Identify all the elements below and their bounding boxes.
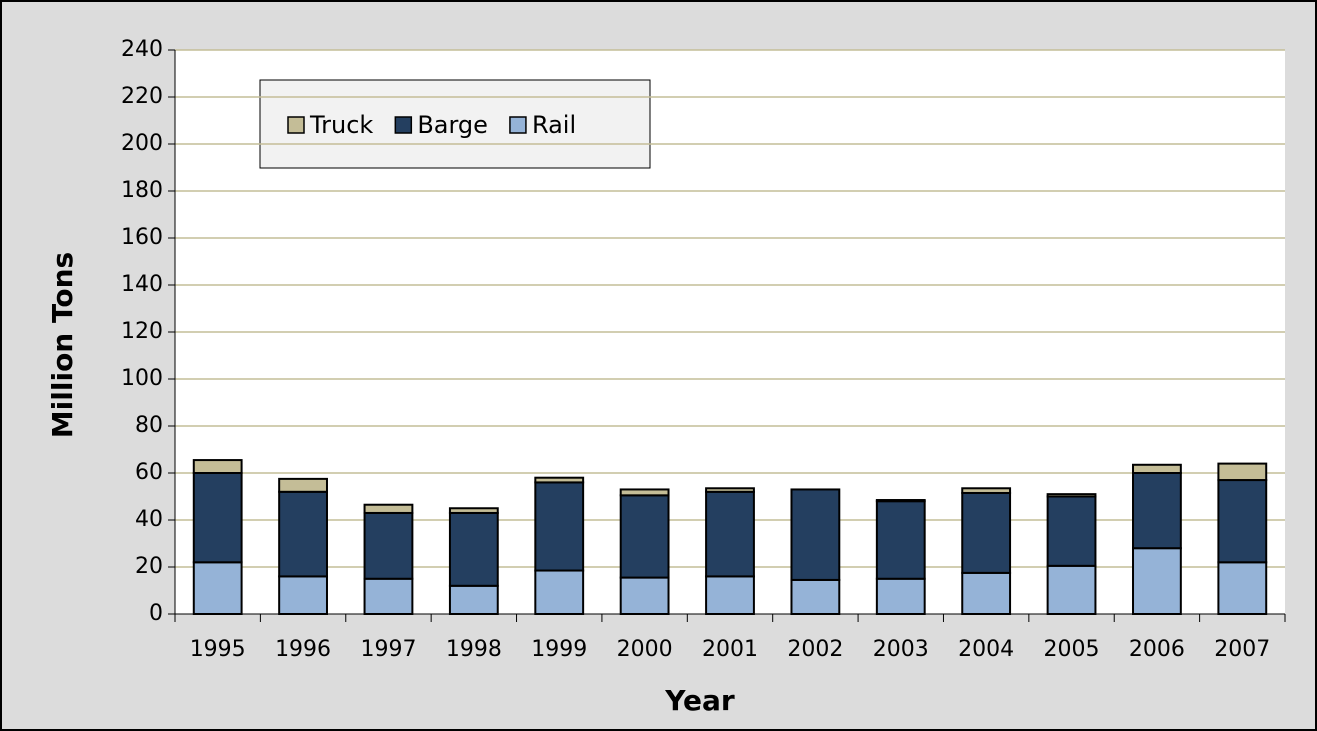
y-axis-title: Million Tons	[46, 252, 79, 438]
y-tick-label: 220	[121, 84, 163, 109]
bar-segment	[363, 511, 414, 580]
bar-segment	[192, 561, 243, 615]
bar-segment	[1046, 564, 1097, 616]
y-tick-label: 20	[135, 554, 163, 579]
bar-segment	[448, 507, 499, 514]
bar-segment	[192, 459, 243, 475]
x-axis-title: Year	[664, 684, 735, 717]
bar-segment	[278, 575, 328, 616]
bar-segment	[1132, 547, 1182, 616]
y-tick-label: 140	[121, 272, 163, 297]
bar-segment	[1046, 495, 1097, 567]
x-tick-label: 1996	[275, 637, 331, 662]
y-tick-label: 240	[121, 37, 163, 62]
bar-segment	[961, 487, 1012, 494]
x-tick-label: 2004	[958, 637, 1014, 662]
bar-segment	[790, 488, 841, 581]
bar-segment	[1046, 493, 1097, 498]
legend-swatch	[394, 116, 413, 134]
bar-segment	[790, 578, 841, 615]
bar-segment	[1217, 462, 1268, 482]
bar-segment	[534, 569, 585, 616]
y-tick-label: 100	[121, 366, 163, 391]
x-tick-label: 2006	[1129, 637, 1185, 662]
x-tick-label: 2002	[787, 637, 843, 662]
bar-segment	[961, 491, 1012, 574]
y-tick-label: 40	[135, 507, 163, 532]
bar-segment	[1132, 472, 1182, 550]
x-tick-label: 1998	[446, 637, 502, 662]
bar-segment	[619, 576, 670, 616]
bar-segment	[619, 494, 670, 579]
bar-segment	[1217, 561, 1268, 615]
legend-swatch	[509, 116, 527, 134]
y-tick-label: 0	[149, 601, 163, 626]
bar-segment	[363, 503, 414, 514]
y-tick-label: 60	[135, 460, 163, 485]
bar-segment	[705, 487, 755, 493]
bar-segment	[448, 511, 499, 587]
x-tick-label: 1997	[360, 637, 416, 662]
bar-segment	[705, 575, 755, 616]
legend-label: Rail	[532, 111, 576, 139]
bar-segment	[1132, 463, 1182, 474]
bar-segment	[363, 577, 414, 615]
bar-segment	[192, 472, 243, 564]
y-tick-label: 160	[121, 225, 163, 250]
y-tick-label: 180	[121, 178, 163, 203]
y-tick-label: 120	[121, 319, 163, 344]
x-tick-label: 1995	[190, 637, 246, 662]
bar-segment	[448, 584, 499, 615]
legend-label: Barge	[417, 111, 488, 139]
bar-segment	[875, 577, 926, 615]
bar-segment	[534, 481, 585, 572]
bar-segment	[875, 499, 926, 503]
x-tick-label: 1999	[531, 637, 587, 662]
legend	[259, 79, 651, 169]
bar-segment	[619, 488, 670, 497]
bar-segment	[705, 490, 755, 578]
bar-segment	[1217, 479, 1268, 564]
y-tick-label: 80	[135, 413, 163, 438]
x-tick-label: 2007	[1214, 637, 1270, 662]
x-tick-label: 2003	[873, 637, 929, 662]
legend-label: Truck	[309, 111, 373, 139]
bar-segment	[961, 571, 1012, 615]
x-tick-label: 2000	[617, 637, 673, 662]
bar-segment	[278, 477, 328, 493]
legend-swatch	[287, 116, 305, 134]
x-tick-label: 2005	[1044, 637, 1100, 662]
x-tick-label: 2001	[702, 637, 758, 662]
bar-segment	[278, 490, 328, 578]
y-tick-label: 200	[121, 131, 163, 156]
bar-segment	[534, 476, 585, 484]
bar-segment	[875, 500, 926, 580]
